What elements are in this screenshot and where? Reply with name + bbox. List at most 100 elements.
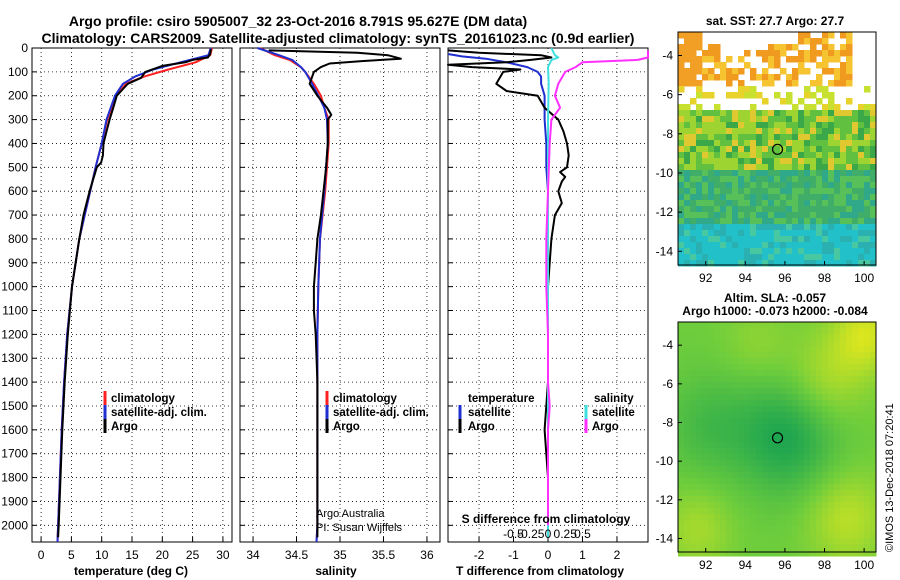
sst-cell	[708, 176, 715, 183]
salinity-xlabel: salinity	[315, 564, 357, 578]
x-tick-label: 10	[95, 548, 109, 562]
sst-cell	[840, 224, 847, 231]
sst-cell	[786, 230, 793, 237]
sst-cell	[828, 56, 835, 63]
sst-cell	[858, 146, 865, 153]
sst-cell	[870, 134, 877, 141]
sst-cell	[714, 122, 721, 129]
sst-cell	[774, 110, 781, 117]
sst-cell	[864, 140, 871, 147]
sst-cell	[858, 200, 865, 207]
sst-cell	[690, 44, 697, 51]
sla-cell	[756, 538, 763, 545]
sla-cell	[828, 460, 835, 467]
temperature-xlabel: temperature (deg C)	[74, 564, 188, 578]
sla-cell	[804, 550, 811, 557]
sla-cell	[750, 340, 757, 347]
sla-cell	[798, 388, 805, 395]
sla-cell	[798, 370, 805, 377]
sla-cell	[762, 544, 769, 551]
figure-title-line2: Climatology: CARS2009. Satellite-adjuste…	[42, 30, 635, 46]
sst-cell	[696, 176, 703, 183]
sla-cell	[792, 370, 799, 377]
sla-cell	[756, 454, 763, 461]
sst-cell	[756, 218, 763, 225]
sst-cell	[780, 158, 787, 165]
sst-cell	[774, 152, 781, 159]
sla-cell	[840, 496, 847, 503]
sla-cell	[678, 436, 685, 443]
sla-cell	[720, 502, 727, 509]
sla-cell	[678, 514, 685, 521]
sla-cell	[846, 394, 853, 401]
sla-cell	[840, 454, 847, 461]
sst-cell	[816, 194, 823, 201]
sst-cell	[828, 242, 835, 249]
sla-cell	[726, 454, 733, 461]
sst-cell	[828, 164, 835, 171]
sla-cell	[792, 484, 799, 491]
sla-cell	[828, 550, 835, 557]
sst-cell	[870, 104, 877, 111]
sst-cell	[702, 74, 709, 81]
sst-cell	[822, 248, 829, 255]
sst-cell	[834, 200, 841, 207]
sst-cell	[816, 152, 823, 159]
sst-cell	[768, 116, 775, 123]
sla-cell	[774, 466, 781, 473]
sla-cell	[774, 358, 781, 365]
sla-cell	[708, 508, 715, 515]
sla-cell	[774, 370, 781, 377]
sla-cell	[864, 514, 871, 521]
sst-cell	[720, 182, 727, 189]
sst-cell	[786, 116, 793, 123]
sla-cell	[738, 538, 745, 545]
sla-cell	[798, 382, 805, 389]
map-y-tick-label: -12	[656, 205, 674, 219]
sla-cell	[792, 514, 799, 521]
sst-cell	[750, 260, 757, 267]
sla-cell	[846, 514, 853, 521]
sla-cell	[708, 520, 715, 527]
sla-cell	[852, 538, 859, 545]
sla-cell	[756, 376, 763, 383]
sla-cell	[774, 328, 781, 335]
sla-cell	[732, 352, 739, 359]
sla-cell	[816, 538, 823, 545]
sla-cell	[678, 412, 685, 419]
sla-cell	[822, 466, 829, 473]
sla-cell	[780, 376, 787, 383]
sst-cell	[864, 248, 871, 255]
sla-cell	[858, 490, 865, 497]
sla-cell	[822, 460, 829, 467]
sla-cell	[840, 424, 847, 431]
sst-cell	[810, 182, 817, 189]
sla-cell	[678, 424, 685, 431]
sst-cell	[870, 206, 877, 213]
x-tick-label: 20	[156, 548, 170, 562]
sst-cell	[732, 158, 739, 165]
sst-cell	[696, 170, 703, 177]
sst-cell	[864, 206, 871, 213]
sla-cell	[678, 502, 685, 509]
sla-cell	[828, 424, 835, 431]
sla-cell	[720, 370, 727, 377]
sst-cell	[798, 122, 805, 129]
sst-cell	[846, 32, 853, 39]
sst-cell	[678, 158, 685, 165]
sst-cell	[804, 236, 811, 243]
sst-cell	[750, 242, 757, 249]
sst-cell	[714, 50, 721, 57]
sst-cell	[798, 224, 805, 231]
sst-cell	[870, 224, 877, 231]
sla-cell	[726, 358, 733, 365]
sla-cell	[684, 364, 691, 371]
sla-cell	[840, 364, 847, 371]
sla-cell	[780, 490, 787, 497]
sla-cell	[744, 424, 751, 431]
sst-cell	[840, 74, 847, 81]
sst-cell	[810, 56, 817, 63]
sst-cell	[792, 224, 799, 231]
sst-cell	[798, 248, 805, 255]
sla-cell	[774, 400, 781, 407]
